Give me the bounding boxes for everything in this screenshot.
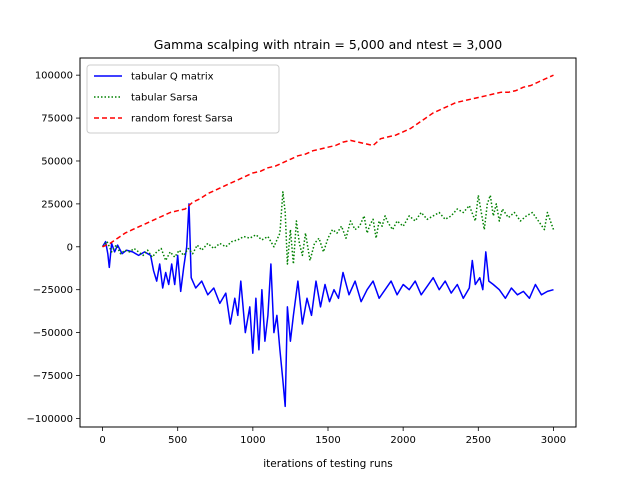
y-tick-label: −50000 [33, 328, 73, 339]
legend-entries: tabular Q matrix tabular Sarsa random fore… [94, 72, 233, 125]
y-tick-label: −75000 [33, 371, 73, 382]
y-tick-label: 25000 [41, 199, 73, 210]
x-tick-label: 2000 [390, 435, 415, 446]
x-tick-label: 1000 [240, 435, 265, 446]
legend-label-0: tabular Q matrix [131, 72, 214, 83]
y-tick-label: 75000 [41, 114, 73, 125]
x-tick-label: 1500 [315, 435, 340, 446]
legend: tabular Q matrix tabular Sarsa random fore… [86, 64, 280, 134]
x-tick-label: 0 [99, 435, 105, 446]
x-axis-title: iterations of testing runs [263, 458, 392, 470]
x-tick-label: 500 [168, 435, 187, 446]
series-line-0 [101, 203, 554, 408]
legend-label-1: tabular Sarsa [131, 93, 198, 104]
legend-label-2: random forest Sarsa [131, 114, 233, 125]
series-line-2 [102, 74, 554, 248]
y-tick-label: 0 [67, 242, 73, 253]
y-tick-label: 100000 [35, 71, 73, 82]
y-tick-label: −25000 [33, 285, 73, 296]
x-axis: 0 500 1000 1500 2000 2500 3000 [99, 427, 566, 446]
chart-title: Gamma scalping with ntrain = 5,000 and n… [154, 37, 502, 52]
y-tick-label: −100000 [26, 414, 73, 425]
x-tick-label: 2500 [466, 435, 491, 446]
series-line-1 [101, 191, 555, 265]
x-tick-label: 3000 [541, 435, 566, 446]
y-axis: −100000 −75000 −50000 −25000 0 25000 50000 7500… [26, 71, 80, 425]
legend-box [86, 64, 280, 134]
series-layer [101, 74, 555, 408]
y-tick-label: 50000 [41, 156, 73, 167]
